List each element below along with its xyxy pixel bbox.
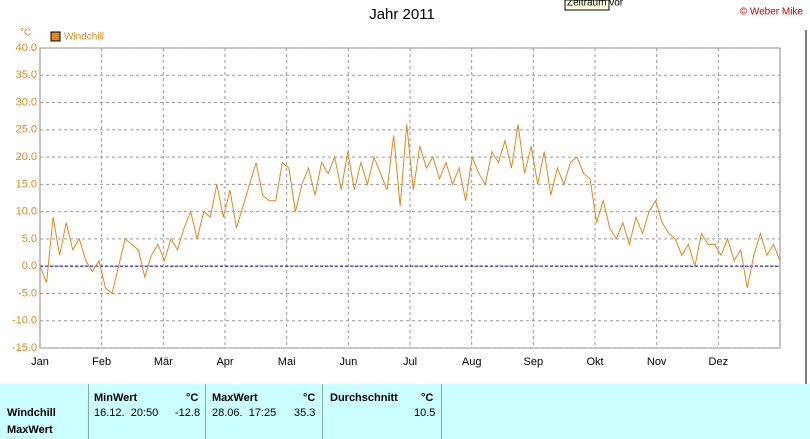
header: MinWert [94, 392, 138, 404]
y-unit: °C [20, 28, 31, 39]
x-tick-label: Sep [524, 356, 544, 368]
x-tick-label: Jul [403, 356, 417, 368]
separator [441, 384, 442, 439]
x-tick-label: Aug [462, 356, 482, 368]
copyright: © Weber Mike [740, 7, 804, 18]
separator [88, 384, 89, 439]
y-tick-label: 20.0 [16, 151, 37, 163]
y-tick-label: 15.0 [16, 178, 37, 190]
row-label: MaxWert [7, 424, 53, 436]
y-tick-label: 35.0 [16, 69, 37, 81]
chart-title: Jahr 2011 [369, 6, 435, 23]
header: MaxWert [212, 392, 258, 404]
x-tick-label: Mär [154, 356, 173, 368]
series-line [39, 124, 781, 295]
chart: Jahr 2011 Zeitraum vor © Weber Mike °C W… [12, 0, 807, 384]
y-tick-label: 25.0 [16, 124, 37, 136]
stats-table: MinWert °C MaxWert °C Durchschnitt °C Wi… [0, 384, 810, 439]
x-tick-label: Apr [216, 356, 233, 368]
cell: 28.06. 17:25 [212, 407, 277, 419]
x-tick-label: Dez [709, 356, 729, 368]
x-tick-label: Feb [92, 356, 111, 368]
header: °C [186, 392, 199, 404]
x-tick-label: Okt [586, 356, 603, 368]
header: Durchschnitt [330, 392, 398, 404]
cell: 16.12. 20:50 [94, 407, 159, 419]
cell: 35.3 [294, 407, 316, 419]
separator [205, 384, 206, 439]
tooltip [564, 0, 610, 11]
x-tick-label: Jun [339, 356, 357, 368]
legend-label: Windchill [64, 32, 104, 43]
cell: -12.8 [175, 407, 201, 419]
tooltip-text: Zeitraum vor [567, 0, 624, 9]
y-tick-label: 5.0 [22, 233, 37, 245]
y-tick-label: -10.0 [12, 315, 37, 327]
x-tick-label: Jan [31, 356, 49, 368]
y-tick-label: -5.0 [18, 287, 37, 299]
y-tick-label: 30.0 [16, 96, 37, 108]
row-label: Windchill [7, 407, 56, 419]
legend-swatch [50, 31, 61, 42]
y-tick-label: -15.0 [12, 342, 37, 354]
y-tick-label: 40.0 [16, 42, 37, 54]
header: °C [303, 392, 316, 404]
header: °C [421, 392, 434, 404]
separator [322, 384, 323, 439]
x-tick-label: Nov [647, 356, 667, 368]
cell: 10.5 [414, 407, 436, 419]
x-tick-label: Mai [278, 356, 296, 368]
y-tick-label: 0.0 [22, 260, 37, 272]
y-tick-label: 10.0 [16, 206, 37, 218]
